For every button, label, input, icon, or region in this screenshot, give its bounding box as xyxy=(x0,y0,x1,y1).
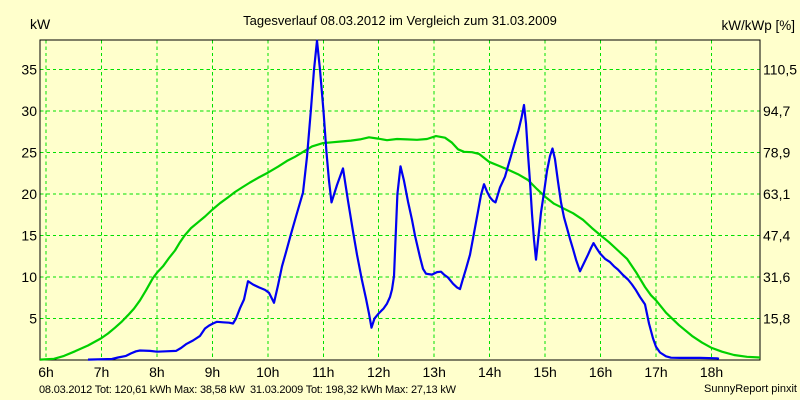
svg-text:16h: 16h xyxy=(589,364,612,380)
svg-text:17h: 17h xyxy=(644,364,667,380)
svg-text:6h: 6h xyxy=(38,364,54,380)
svg-text:15,8: 15,8 xyxy=(763,311,790,327)
svg-text:31.03.2009 Tot: 198,32 kWh Max: 31.03.2009 Tot: 198,32 kWh Max: 27,13 kW xyxy=(250,384,457,396)
svg-text:9h: 9h xyxy=(205,364,221,380)
svg-text:kW: kW xyxy=(30,16,51,32)
svg-text:7h: 7h xyxy=(94,364,110,380)
svg-text:10: 10 xyxy=(21,269,37,285)
svg-text:11h: 11h xyxy=(312,364,334,380)
svg-text:18h: 18h xyxy=(700,364,723,380)
svg-text:110,5: 110,5 xyxy=(763,62,797,78)
svg-text:78,9: 78,9 xyxy=(763,145,790,161)
svg-text:15h: 15h xyxy=(533,364,556,380)
svg-text:35: 35 xyxy=(21,62,37,78)
svg-text:25: 25 xyxy=(21,145,37,161)
svg-text:20: 20 xyxy=(21,186,37,202)
svg-text:30: 30 xyxy=(21,103,37,119)
svg-text:12h: 12h xyxy=(367,364,390,380)
svg-text:SunnyReport pinxit: SunnyReport pinxit xyxy=(704,383,797,395)
svg-text:31,6: 31,6 xyxy=(763,269,790,285)
svg-text:kW/kWp [%]: kW/kWp [%] xyxy=(722,18,796,33)
svg-text:94,7: 94,7 xyxy=(763,103,790,119)
svg-text:63,1: 63,1 xyxy=(763,186,790,202)
svg-text:13h: 13h xyxy=(423,364,446,380)
svg-text:14h: 14h xyxy=(478,364,501,380)
svg-text:08.03.2012 Tot: 120,61 kWh Max: 08.03.2012 Tot: 120,61 kWh Max: 38,58 kW xyxy=(39,384,246,396)
svg-text:15: 15 xyxy=(21,228,37,244)
svg-text:8h: 8h xyxy=(149,364,165,380)
svg-text:47,4: 47,4 xyxy=(763,228,790,244)
svg-text:10h: 10h xyxy=(256,364,279,380)
svg-text:Tagesverlauf 08.03.2012 im Ver: Tagesverlauf 08.03.2012 im Vergleich zum… xyxy=(243,13,557,28)
svg-text:5: 5 xyxy=(29,311,37,327)
